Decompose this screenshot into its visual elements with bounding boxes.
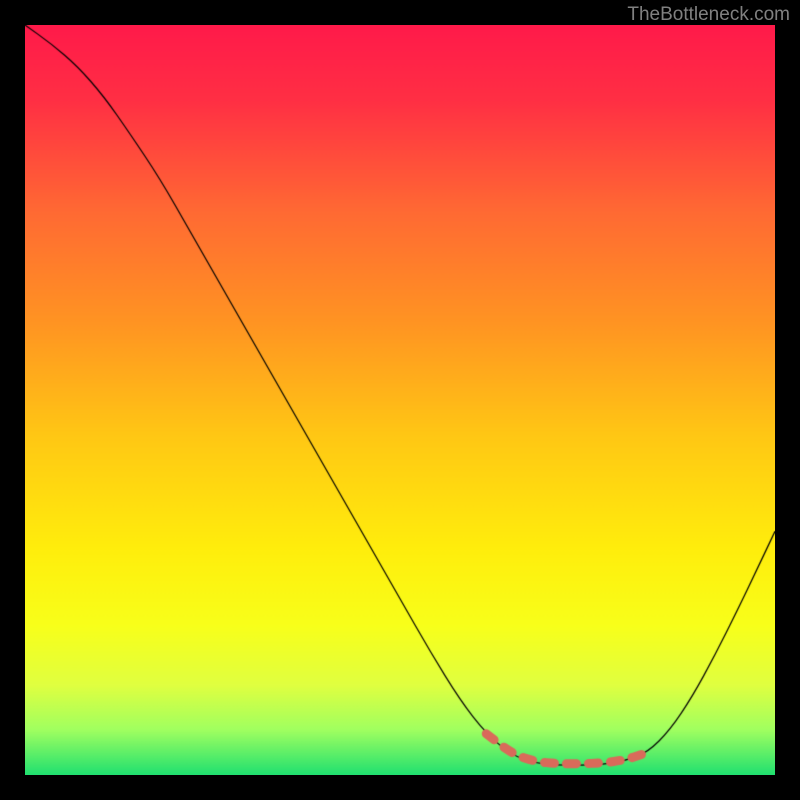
bottleneck-plot: [25, 25, 775, 775]
watermark-label: TheBottleneck.com: [627, 4, 790, 26]
plot-canvas: [25, 25, 775, 775]
